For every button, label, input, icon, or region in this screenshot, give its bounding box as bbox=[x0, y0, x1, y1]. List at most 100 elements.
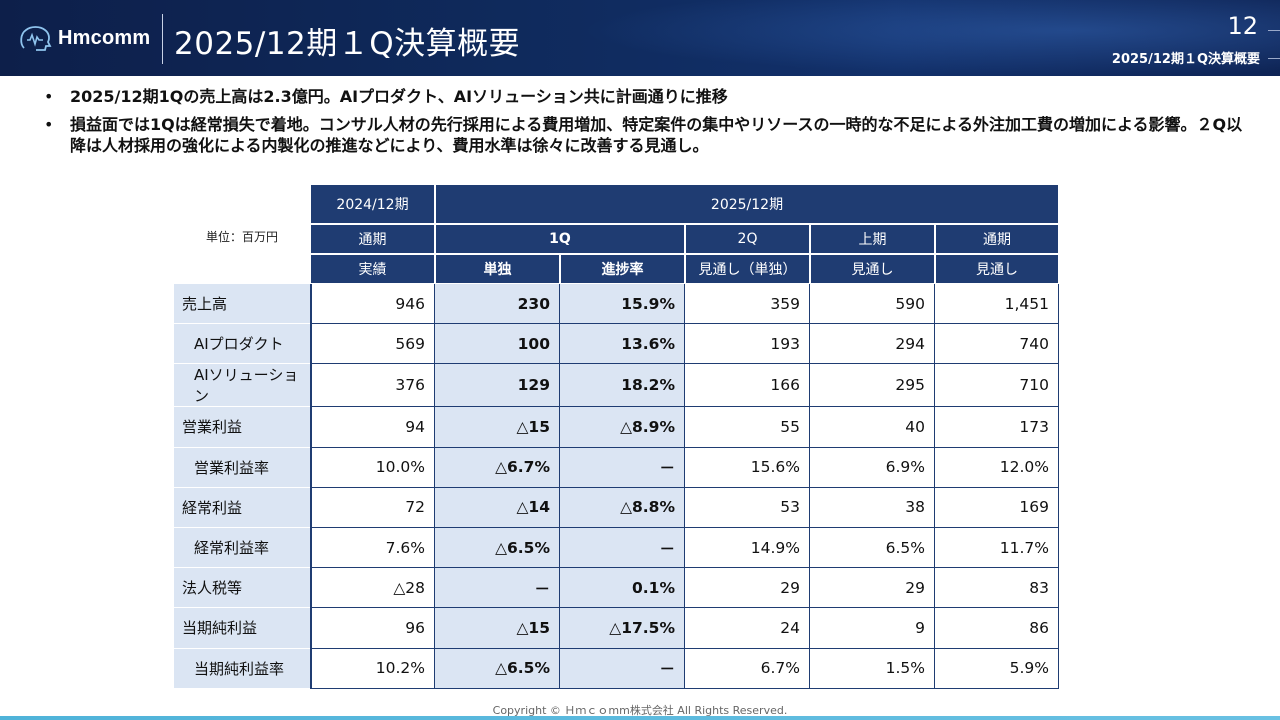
table-cell: 15.6% bbox=[685, 447, 810, 488]
table-cell: 86 bbox=[935, 608, 1059, 649]
table-cell: 590 bbox=[810, 284, 935, 325]
unit-label: 単位：百万円 bbox=[205, 230, 278, 244]
table-cell: 53 bbox=[685, 487, 810, 528]
table-row: AIソリューション 376 129 18.2% 166 295 710 bbox=[174, 364, 1059, 408]
row-label: 経常利益 bbox=[174, 487, 310, 528]
table-cell: 11.7% bbox=[935, 527, 1059, 569]
table-cell: 5.9% bbox=[935, 648, 1059, 689]
table-cell: 10.2% bbox=[310, 648, 435, 689]
row-label: 営業利益 bbox=[174, 407, 310, 448]
table-cell: △17.5% bbox=[560, 608, 685, 649]
table-cell: 18.2% bbox=[560, 364, 685, 408]
table-cell: 193 bbox=[685, 324, 810, 365]
header-separator bbox=[162, 14, 163, 64]
col-sub-actual: 実績 bbox=[310, 254, 435, 284]
financial-table: 単位：百万円 2024/12期 2025/12期 通期 1Q 2Q 上期 通期 … bbox=[174, 184, 1059, 689]
row-label: 当期純利益 bbox=[174, 608, 310, 649]
company-logo: Hmcomm bbox=[18, 24, 150, 52]
row-label: 経常利益率 bbox=[174, 527, 310, 569]
page-number: 12 bbox=[1227, 12, 1258, 40]
row-label: 当期純利益率 bbox=[174, 648, 310, 689]
row-label: AIプロダクト bbox=[174, 324, 310, 365]
col-header-1q: 1Q bbox=[435, 224, 685, 254]
table-cell: 100 bbox=[435, 324, 560, 365]
row-label: AIソリューション bbox=[174, 364, 310, 408]
bullet-item: • 2025/12期1Qの売上高は2.3億円。AIプロダクト、AIソリューション… bbox=[44, 86, 1244, 107]
table-row: 経常利益 72 △14 △8.8% 53 38 169 bbox=[174, 487, 1059, 528]
table-row: 経常利益率 7.6% △6.5% － 14.9% 6.5% 11.7% bbox=[174, 527, 1059, 569]
table-row: 営業利益 94 △15 △8.9% 55 40 173 bbox=[174, 407, 1059, 448]
table-cell: 9 bbox=[810, 608, 935, 649]
table-cell: 166 bbox=[685, 364, 810, 408]
col-header-2q: 2Q bbox=[685, 224, 810, 254]
table-cell: 569 bbox=[310, 324, 435, 365]
header-glow bbox=[580, 0, 1280, 76]
table-row: 当期純利益率 10.2% △6.5% － 6.7% 1.5% 5.9% bbox=[174, 648, 1059, 689]
table-cell: 7.6% bbox=[310, 527, 435, 569]
table-cell: 72 bbox=[310, 487, 435, 528]
table-cell: － bbox=[560, 527, 685, 569]
table-row: 売上高 946 230 15.9% 359 590 1,451 bbox=[174, 284, 1059, 325]
table-row: AIプロダクト 569 100 13.6% 193 294 740 bbox=[174, 324, 1059, 365]
col-header-full-year: 通期 bbox=[310, 224, 435, 254]
table-cell: 94 bbox=[310, 407, 435, 448]
table-cell: △28 bbox=[310, 568, 435, 609]
bullet-dot: • bbox=[44, 87, 54, 106]
table-cell: 1,451 bbox=[935, 284, 1059, 325]
table-cell: 29 bbox=[685, 568, 810, 609]
table-cell: 15.9% bbox=[560, 284, 685, 325]
table-cell: 10.0% bbox=[310, 447, 435, 488]
table-cell: 14.9% bbox=[685, 527, 810, 569]
table-cell: 24 bbox=[685, 608, 810, 649]
table-cell: △6.7% bbox=[435, 447, 560, 488]
side-rule bbox=[1268, 58, 1280, 59]
table-cell: 13.6% bbox=[560, 324, 685, 365]
table-cell: △15 bbox=[435, 608, 560, 649]
bullet-text: 損益面では1Qは経常損失で着地。コンサル人材の先行採用による費用増加、特定案件の… bbox=[70, 115, 1243, 155]
table-cell: 6.7% bbox=[685, 648, 810, 689]
row-label: 営業利益率 bbox=[174, 447, 310, 488]
logo-text: Hmcomm bbox=[58, 26, 151, 49]
table-cell: 12.0% bbox=[935, 447, 1059, 488]
table-cell: △6.5% bbox=[435, 527, 560, 569]
summary-bullets: • 2025/12期1Qの売上高は2.3億円。AIプロダクト、AIソリューション… bbox=[44, 86, 1244, 163]
period-2025-header: 2025/12期 bbox=[435, 184, 1059, 224]
table-cell: 1.5% bbox=[810, 648, 935, 689]
table-cell: － bbox=[560, 648, 685, 689]
page-title: 2025/12期１Q決算概要 bbox=[174, 26, 521, 62]
bullet-item: • 損益面では1Qは経常損失で着地。コンサル人材の先行採用による費用増加、特定案… bbox=[44, 114, 1244, 156]
copyright-text: Copyright © Ｈｍｃｏmm株式会社 All Rights Reserv… bbox=[492, 704, 788, 717]
table-cell: 376 bbox=[310, 364, 435, 408]
table-cell: 173 bbox=[935, 407, 1059, 448]
table-cell: 294 bbox=[810, 324, 935, 365]
col-header-full-year-2025: 通期 bbox=[935, 224, 1059, 254]
table-cell: △6.5% bbox=[435, 648, 560, 689]
period-2024-header: 2024/12期 bbox=[310, 184, 435, 224]
table-cell: △14 bbox=[435, 487, 560, 528]
table-row: 営業利益率 10.0% △6.7% － 15.6% 6.9% 12.0% bbox=[174, 447, 1059, 488]
table-cell: 295 bbox=[810, 364, 935, 408]
table-cell: 946 bbox=[310, 284, 435, 325]
col-header-first-half: 上期 bbox=[810, 224, 935, 254]
table-cell: － bbox=[560, 447, 685, 488]
table-cell: 169 bbox=[935, 487, 1059, 528]
row-label: 売上高 bbox=[174, 284, 310, 325]
table-cell: － bbox=[435, 568, 560, 609]
logo-head-icon bbox=[20, 26, 52, 51]
table-cell: 29 bbox=[810, 568, 935, 609]
table-cell: 96 bbox=[310, 608, 435, 649]
bullet-dot: • bbox=[44, 115, 54, 134]
header-band: Hmcomm 2025/12期１Q決算概要 12 2025/12期１Q決算概要 bbox=[0, 0, 1280, 76]
table-cell: 359 bbox=[685, 284, 810, 325]
table-cell: 129 bbox=[435, 364, 560, 408]
table-cell: △8.8% bbox=[560, 487, 685, 528]
col-sub-progress: 進捗率 bbox=[560, 254, 685, 284]
section-label: 2025/12期１Q決算概要 bbox=[1111, 52, 1260, 67]
table-cell: 740 bbox=[935, 324, 1059, 365]
table-cell: 55 bbox=[685, 407, 810, 448]
table-cell: 6.5% bbox=[810, 527, 935, 569]
table-cell: 38 bbox=[810, 487, 935, 528]
table-cell: 230 bbox=[435, 284, 560, 325]
table-cell: 6.9% bbox=[810, 447, 935, 488]
col-sub-forecast-standalone: 見通し（単独） bbox=[685, 254, 810, 284]
